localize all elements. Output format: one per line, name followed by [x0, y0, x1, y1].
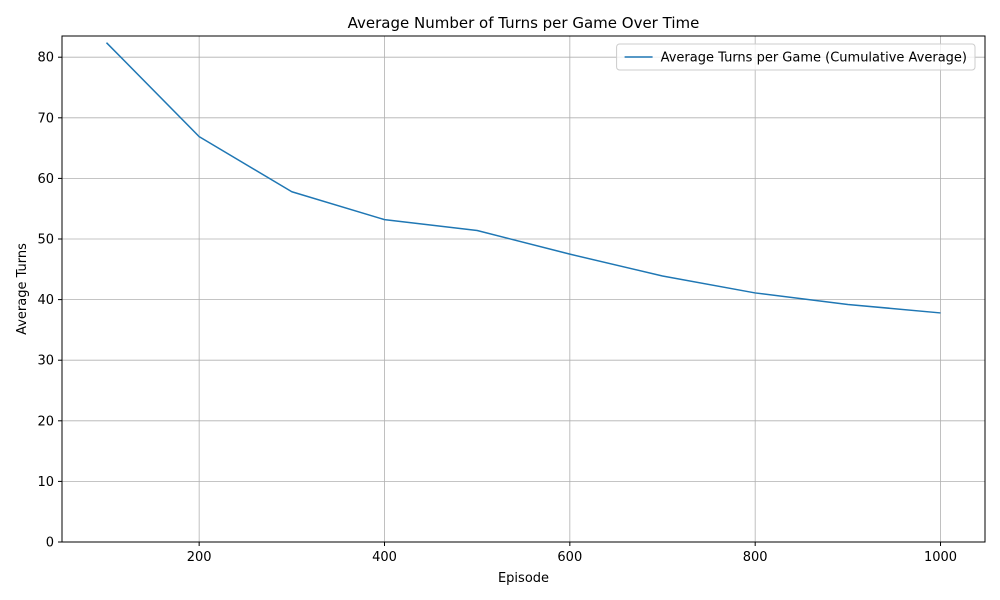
x-tick-label: 800: [743, 550, 768, 565]
y-tick-label: 70: [37, 111, 54, 126]
x-tick-label: 200: [187, 550, 212, 565]
plot-area-frame: [61, 35, 986, 543]
x-tick-label: 400: [372, 550, 397, 565]
y-tick-label: 10: [37, 475, 54, 490]
y-tick-label: 60: [37, 172, 54, 187]
y-tick-label: 0: [46, 536, 54, 551]
legend-entry-label: Average Turns per Game (Cumulative Avera…: [661, 51, 967, 66]
axis-ticks: 200 400 600 800 1000 0 10 20 30 40 50 60 70 80: [37, 51, 957, 565]
legend-box: [616, 43, 976, 71]
x-tick-label: 1000: [924, 550, 957, 565]
series-line-0: [105, 42, 941, 314]
x-tick-label: 600: [557, 550, 582, 565]
y-tick-label: 80: [37, 51, 54, 66]
y-axis-label: Average Turns: [15, 243, 30, 335]
chart-title: Average Number of Turns per Game Over Ti…: [348, 14, 700, 32]
series-lines: [105, 42, 941, 314]
x-axis-label: Episode: [498, 571, 549, 586]
y-tick-label: 50: [37, 233, 54, 248]
y-tick-label: 40: [37, 293, 54, 308]
legend: Average Turns per Game (Cumulative Avera…: [616, 43, 976, 71]
y-tick-label: 30: [37, 354, 54, 369]
grid-lines: [62, 36, 985, 543]
y-tick-label: 20: [37, 414, 54, 429]
